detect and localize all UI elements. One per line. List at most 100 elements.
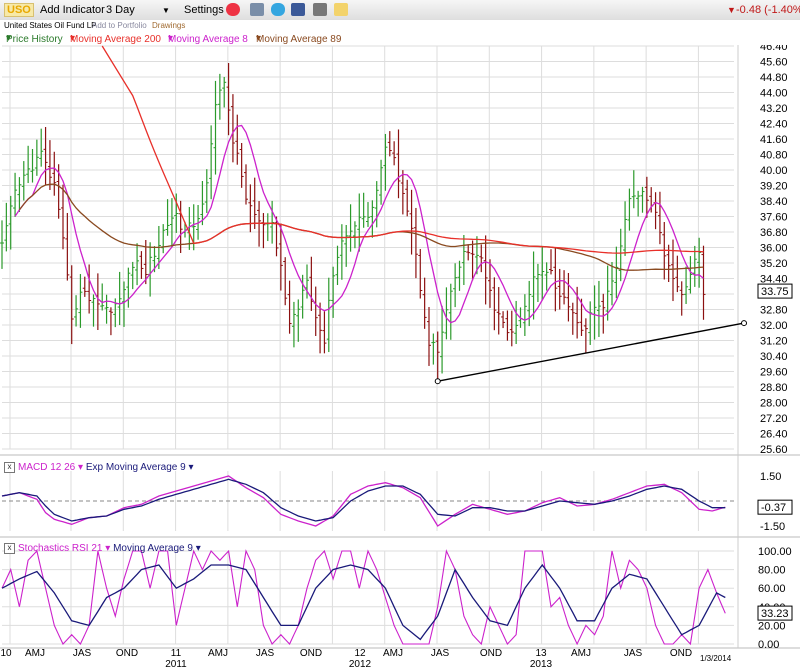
trendline	[437, 322, 745, 382]
grid	[0, 45, 800, 649]
x-year-label: 2011	[165, 659, 187, 669]
rsi-tick-label: 100.00	[758, 546, 792, 558]
x-tick-label: 12	[354, 648, 366, 659]
last-price-value: 33.75	[761, 286, 789, 298]
drawings-link[interactable]: Drawings	[152, 21, 186, 30]
y-tick-label: 27.20	[760, 413, 788, 425]
y-tick-label: 34.40	[760, 274, 788, 286]
macd-last-box	[757, 499, 793, 515]
x-tick-label: 13	[535, 648, 547, 659]
y-tick-label: 35.20	[760, 258, 788, 270]
y-tick-label: 37.60	[760, 212, 788, 224]
rsi-tick-label: 80.00	[758, 565, 786, 577]
x-tick-label: JAS	[256, 648, 275, 659]
x-year-label: 2013	[530, 659, 553, 669]
x-tick-label: AMJ	[383, 648, 403, 659]
y-tick-label: 46.40	[760, 45, 788, 53]
sub-bar: United States Oil Fund LP Add to Portfol…	[0, 20, 800, 32]
rsi-tick-label: 60.00	[758, 583, 786, 595]
macd-tick-label: -1.50	[760, 521, 785, 533]
x-tick-label: JAS	[431, 648, 450, 659]
y-tick-label: 40.00	[760, 165, 788, 177]
interval-select[interactable]: 3 Day	[106, 4, 135, 16]
trendline-handle	[741, 320, 747, 327]
y-tick-label: 45.60	[760, 57, 788, 69]
y-tick-label: 29.60	[760, 367, 788, 379]
macd-label[interactable]: MACD 12 26	[18, 462, 76, 474]
y-tick-label: 31.20	[760, 336, 788, 348]
legend-ma200[interactable]: Moving Average 200 ▾	[70, 33, 161, 45]
stoch-signal-line	[1, 563, 726, 641]
close-icon[interactable]: x	[4, 543, 15, 554]
x-tick-label: OND	[480, 648, 502, 659]
ma8-line	[14, 124, 704, 324]
macd-signal-label[interactable]: Exp Moving Average 9	[85, 462, 186, 474]
x-tick-label: AMJ	[571, 648, 591, 659]
x-tick-label: 10	[0, 648, 12, 659]
alarm-clock-icon[interactable]	[226, 3, 240, 16]
toolbar: USO Add Indicator 3 Day ▼ Settings ▼ -0.…	[0, 0, 800, 21]
macd-tick-label: 1.50	[760, 471, 781, 483]
y-tick-label: 42.40	[760, 119, 788, 131]
print-icon[interactable]	[313, 3, 327, 16]
rsi-last-box	[757, 605, 793, 621]
x-tick-label: JAS	[73, 648, 92, 659]
last-date: 1/3/2014	[700, 654, 732, 663]
price-pane	[0, 45, 747, 385]
x-tick-label: OND	[116, 648, 138, 659]
y-tick-label: 41.60	[760, 134, 788, 146]
down-arrow-icon: ▼	[727, 5, 736, 15]
x-year-label: 2012	[349, 659, 372, 669]
x-tick-label: OND	[300, 648, 322, 659]
chevron-down-icon[interactable]: ▼	[162, 6, 170, 15]
stoch-rsi-pane	[1, 549, 726, 646]
x-tick-label: JAS	[624, 648, 643, 659]
price-change: -0.48 (-1.40%)	[736, 4, 800, 16]
macd-last-value: -0.37	[761, 502, 786, 514]
stoch-label[interactable]: Stochastics RSI 21	[18, 543, 103, 555]
phone-icon[interactable]	[250, 3, 264, 16]
stoch-rsi-line	[1, 549, 726, 646]
stoch-signal-label[interactable]: Moving Average 9	[113, 543, 193, 555]
close-icon[interactable]: x	[4, 462, 15, 473]
note-icon[interactable]	[334, 3, 348, 16]
macd-line	[1, 475, 726, 527]
twitter-icon[interactable]	[271, 3, 285, 16]
y-tick-label: 43.20	[760, 103, 788, 115]
y-tick-label: 30.40	[760, 351, 788, 363]
legend-ma89[interactable]: Moving Average 89 ▾	[256, 33, 342, 45]
rsi-last-value: 33.23	[761, 608, 789, 620]
x-tick-label: AMJ	[208, 648, 228, 659]
y-tick-label: 44.00	[760, 88, 788, 100]
y-tick-label: 44.80	[760, 72, 788, 84]
macd-pane	[1, 475, 734, 527]
company-name: United States Oil Fund LP	[4, 21, 97, 30]
y-tick-label: 39.20	[760, 181, 788, 193]
y-tick-label: 32.80	[760, 305, 788, 317]
y-tick-label: 28.80	[760, 382, 788, 394]
add-to-portfolio-link[interactable]: Add to Portfolio	[92, 21, 147, 30]
macd-header: x MACD 12 26 ▾ Exp Moving Average 9 ▾	[4, 462, 194, 473]
x-tick-label: 11	[171, 648, 182, 659]
chart-canvas: 46.40 45.60 44.80 44.00 43.20 42.40 41.60 40.80…	[0, 45, 800, 669]
axes: 46.40 45.60 44.80 44.00 43.20 42.40 41.60 40.80…	[0, 45, 793, 669]
y-tick-label: 25.60	[760, 444, 788, 456]
legend-ma8[interactable]: Moving Average 8 ▾	[168, 33, 248, 45]
legend-price-history[interactable]: Price History ▾	[6, 33, 63, 45]
rsi-tick-label: 20.00	[758, 620, 786, 632]
y-tick-label: 38.40	[760, 196, 788, 208]
trendline-handle	[434, 378, 441, 385]
price-legend: Price History ▾ Moving Average 200 ▾ Mov…	[0, 32, 730, 45]
settings-button[interactable]: Settings	[184, 4, 224, 16]
last-price-box	[757, 283, 793, 299]
symbol-label[interactable]: USO	[4, 3, 34, 17]
x-tick-label: OND	[670, 648, 692, 659]
add-indicator-button[interactable]: Add Indicator	[40, 4, 105, 16]
facebook-icon[interactable]	[291, 3, 305, 16]
stoch-header: x Stochastics RSI 21 ▾ Moving Average 9 ▾	[4, 543, 201, 554]
x-tick-label: AMJ	[25, 648, 45, 659]
ma200-line	[101, 45, 704, 254]
y-tick-label: 28.00	[760, 398, 788, 410]
y-tick-label: 26.40	[760, 429, 788, 441]
macd-signal-line	[1, 478, 726, 522]
